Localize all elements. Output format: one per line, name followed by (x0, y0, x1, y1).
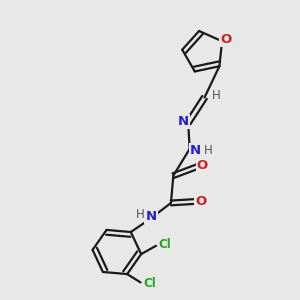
Text: O: O (195, 195, 206, 208)
Text: H: H (212, 88, 220, 102)
Text: Cl: Cl (143, 278, 156, 290)
Text: Cl: Cl (158, 238, 171, 251)
Text: O: O (220, 33, 231, 46)
Text: N: N (190, 144, 201, 157)
Text: N: N (146, 210, 157, 223)
Text: H: H (204, 144, 212, 157)
Text: H: H (136, 208, 145, 221)
Text: O: O (197, 159, 208, 172)
Text: N: N (178, 115, 189, 128)
